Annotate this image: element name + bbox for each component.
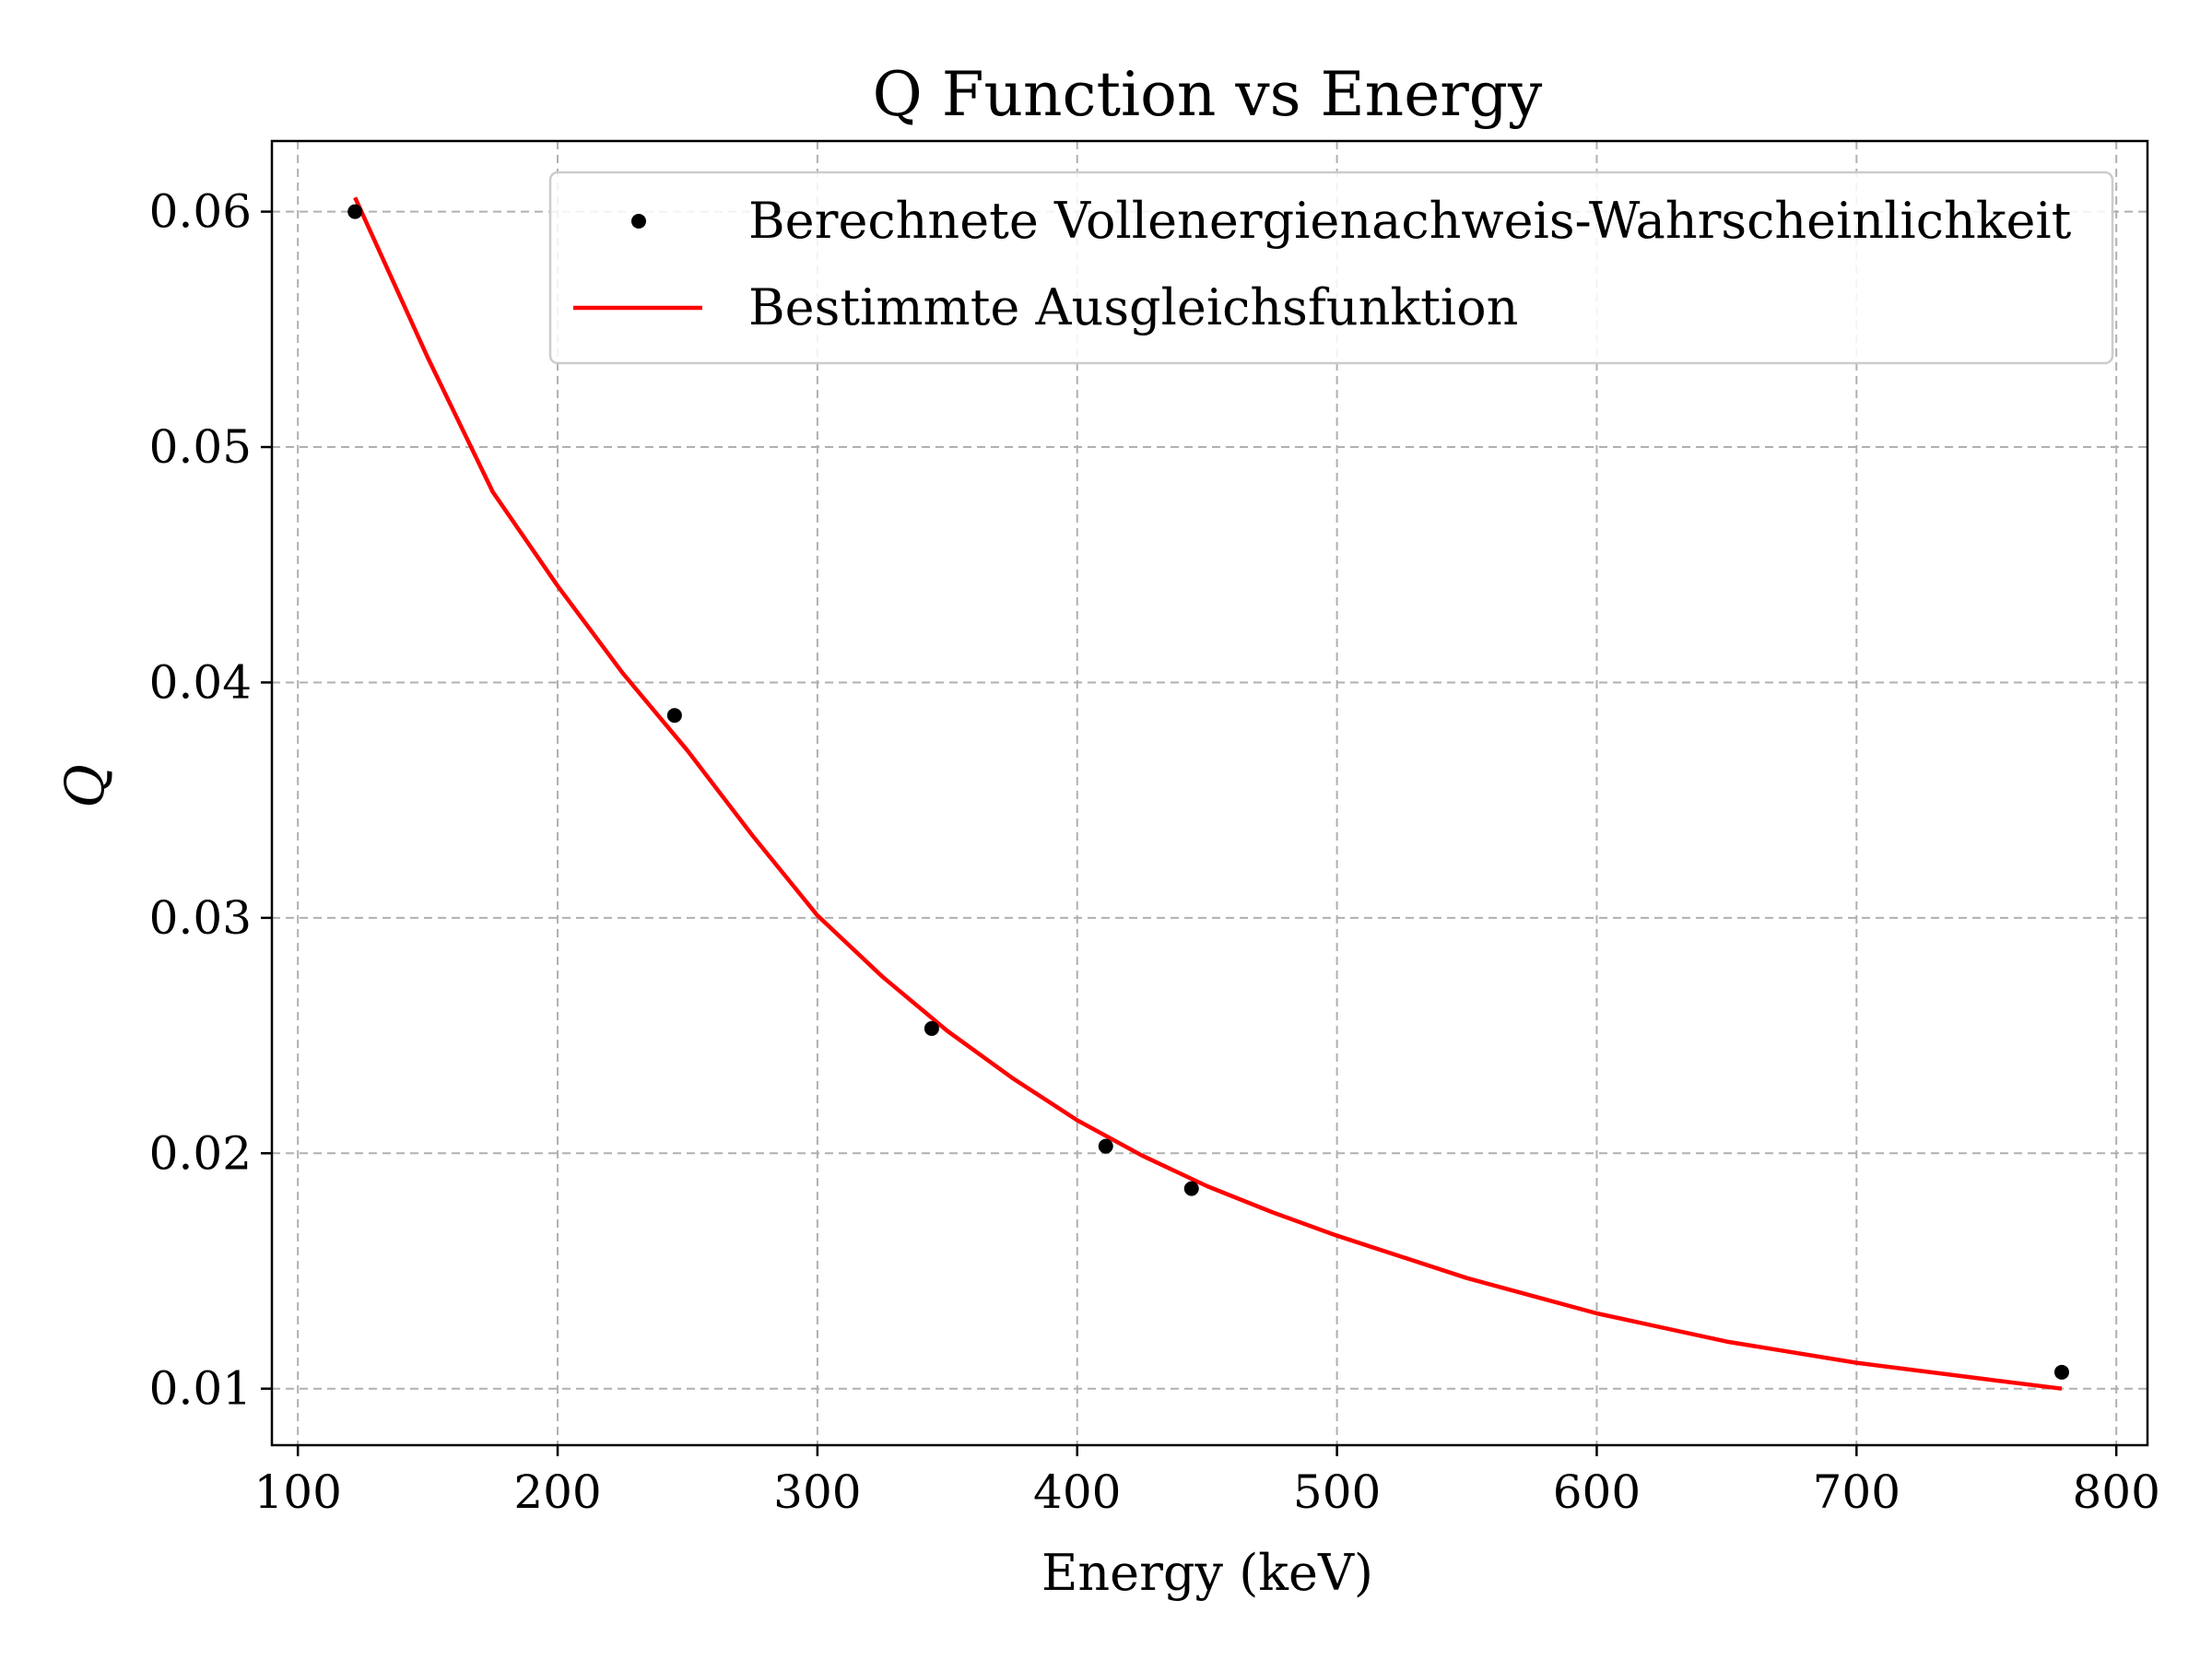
- data-point: [347, 205, 362, 219]
- data-point: [1184, 1182, 1199, 1196]
- y-tick-label: 0.05: [149, 420, 252, 474]
- legend-marker-scatter: [631, 214, 646, 229]
- x-tick-label: 300: [773, 1465, 861, 1519]
- legend: Berechnete Vollenergienachweis-Wahrschei…: [550, 172, 2112, 363]
- x-axis-label: Energy (keV): [1041, 1544, 1373, 1602]
- data-point: [1099, 1139, 1113, 1154]
- legend-label: Bestimmte Ausgleichsfunktion: [748, 278, 1518, 336]
- y-tick-label: 0.01: [149, 1362, 252, 1416]
- data-point: [2054, 1365, 2069, 1380]
- x-tick-label: 200: [513, 1465, 601, 1519]
- x-tick-label: 500: [1293, 1465, 1381, 1519]
- y-tick-label: 0.03: [149, 891, 252, 945]
- x-tick-label: 600: [1553, 1465, 1641, 1519]
- data-point: [924, 1021, 939, 1036]
- data-point: [667, 708, 682, 723]
- y-tick-label: 0.06: [149, 185, 252, 239]
- chart-title: Q Function vs Energy: [873, 59, 1543, 130]
- y-tick-label: 0.04: [149, 655, 252, 709]
- x-tick-label: 800: [2072, 1465, 2159, 1519]
- x-tick-label: 700: [1813, 1465, 1900, 1519]
- legend-label: Berechnete Vollenergienachweis-Wahrschei…: [748, 192, 2072, 250]
- y-axis-label: Q: [53, 764, 116, 808]
- x-tick-label: 400: [1033, 1465, 1121, 1519]
- y-tick-label: 0.02: [149, 1126, 252, 1180]
- x-tick-label: 100: [253, 1465, 341, 1519]
